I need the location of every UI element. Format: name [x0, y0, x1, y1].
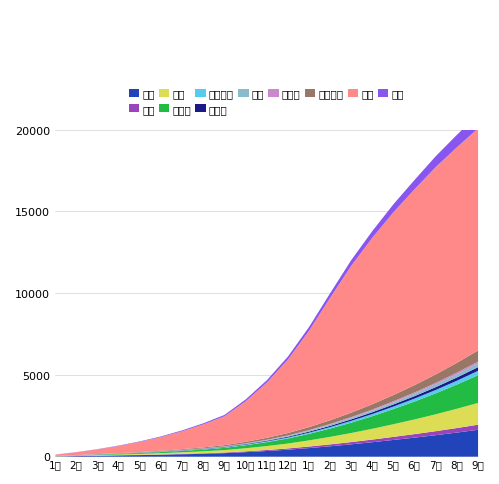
Legend: 北米, 南米, 欧州, アジア, アフリカ, 大洋州, 中東, ロシア, 海外不明, 日本, 不明: 北米, 南米, 欧州, アジア, アフリカ, 大洋州, 中東, ロシア, 海外不… [125, 85, 408, 119]
